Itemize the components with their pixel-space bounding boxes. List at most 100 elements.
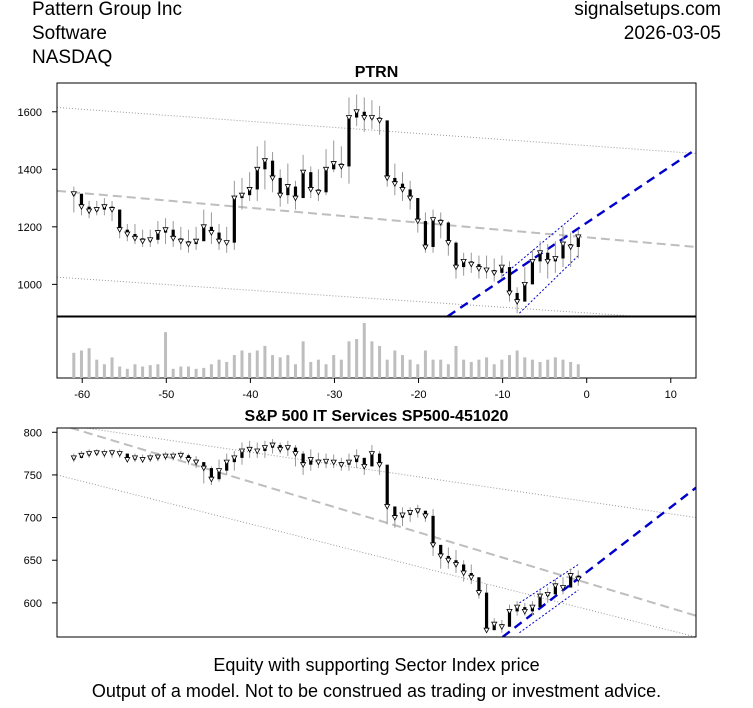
candle-body — [202, 462, 206, 469]
volume-bar — [576, 364, 580, 378]
close-marker — [460, 258, 467, 265]
close-marker — [261, 158, 269, 164]
y-tick-label: 1600 — [18, 107, 42, 119]
close-marker — [246, 187, 253, 193]
close-marker — [322, 458, 330, 465]
candle-body — [278, 177, 282, 196]
close-marker — [521, 609, 528, 615]
candle-body — [202, 226, 206, 242]
close-marker — [429, 542, 437, 549]
volume-bar — [248, 352, 252, 378]
close-marker — [452, 264, 460, 271]
close-marker — [185, 241, 192, 248]
plot-area — [57, 428, 696, 637]
volume-bar — [515, 350, 519, 378]
close-marker — [85, 451, 93, 457]
candle-body — [324, 169, 328, 193]
close-marker — [544, 591, 551, 598]
volume-bar — [423, 350, 427, 378]
y-tick-label: 1400 — [18, 164, 42, 176]
candle-body — [385, 464, 389, 507]
close-marker — [345, 115, 353, 121]
footer-caption: Equity with supporting Sector Index pric… — [213, 655, 540, 675]
candle-body — [538, 596, 542, 608]
trend-line — [446, 148, 696, 316]
close-marker — [101, 451, 108, 457]
close-marker — [70, 455, 77, 462]
close-marker — [552, 256, 559, 262]
close-marker — [536, 593, 544, 600]
channel-lower-line — [57, 474, 696, 637]
candle-body — [538, 252, 542, 262]
volume-bar — [141, 366, 145, 378]
volume-bar — [393, 350, 397, 378]
volume-bar — [225, 361, 229, 378]
close-marker — [108, 207, 116, 213]
candle-body — [515, 292, 519, 302]
close-marker — [223, 459, 230, 466]
close-marker — [215, 468, 223, 474]
close-marker — [200, 224, 207, 231]
volume-bar — [309, 361, 313, 378]
close-marker — [475, 590, 483, 596]
plot-frame — [56, 427, 697, 638]
plot-frame — [56, 82, 697, 317]
close-marker — [529, 604, 536, 611]
candle-body — [362, 111, 366, 118]
y-tick-label: 700 — [24, 513, 42, 525]
candle-body — [530, 261, 535, 285]
close-marker — [361, 463, 368, 470]
volume-bar — [370, 341, 374, 378]
close-marker — [361, 115, 368, 121]
close-marker — [567, 573, 574, 579]
candle-body — [423, 221, 428, 247]
volume-bar — [110, 357, 114, 378]
candle-body — [293, 186, 298, 199]
close-marker — [491, 270, 498, 277]
close-marker — [460, 570, 467, 577]
volume-bar — [316, 359, 320, 378]
volume-bar — [530, 359, 534, 378]
candle-body — [484, 592, 489, 631]
close-marker — [483, 627, 490, 634]
exchange-name: NASDAQ — [32, 47, 113, 68]
volume-bar — [339, 359, 343, 378]
volume-bar — [179, 366, 183, 378]
close-marker — [124, 231, 131, 238]
close-marker — [162, 453, 169, 460]
y-tick-label: 750 — [24, 470, 42, 482]
close-marker — [277, 446, 284, 453]
volume-bar — [301, 341, 305, 378]
site-name: signalsetups.com — [574, 0, 721, 20]
sector-name: Software — [32, 23, 107, 44]
header-right: signalsetups.com 2026-03-05 — [574, 0, 721, 46]
close-marker — [368, 451, 376, 457]
close-marker — [391, 515, 399, 521]
candle-body — [523, 284, 527, 302]
volume-bar — [523, 357, 527, 378]
volume-bar — [553, 357, 557, 378]
equity-chart-panel: PTRN 1000 1200 1400 1600 -60 -50 -40 -30 -20 -10 0 1… — [18, 64, 697, 401]
volume-bar — [477, 359, 481, 378]
close-marker — [238, 192, 246, 199]
close-marker — [192, 238, 200, 245]
x-tick-label: -10 — [495, 389, 511, 401]
close-marker — [552, 583, 559, 590]
close-marker — [147, 455, 154, 462]
volume-bar — [546, 359, 550, 378]
close-marker — [544, 258, 551, 265]
volume-bar — [293, 364, 297, 378]
close-marker — [513, 299, 521, 305]
plot-area — [57, 94, 696, 316]
volume-bar — [454, 345, 458, 378]
volume-bar — [209, 364, 213, 378]
close-marker — [575, 576, 582, 583]
close-marker — [567, 244, 574, 251]
candle-body — [217, 232, 221, 242]
chart-title: S&P 500 IT Services SP500-451020 — [245, 408, 509, 425]
candle-body — [240, 451, 244, 458]
close-marker — [292, 451, 299, 457]
x-tick-label: -40 — [242, 389, 258, 401]
volume-bar — [538, 361, 542, 378]
